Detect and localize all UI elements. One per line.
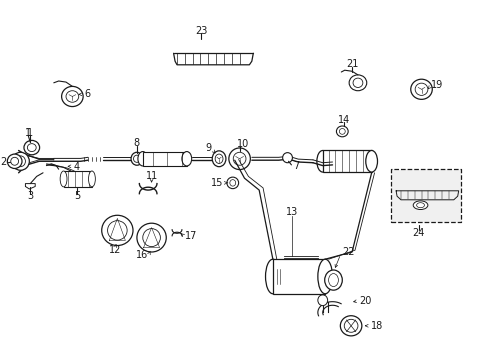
Bar <box>272 259 325 294</box>
Text: 13: 13 <box>285 207 298 217</box>
Text: 19: 19 <box>430 80 443 90</box>
Ellipse shape <box>228 148 250 170</box>
Ellipse shape <box>133 155 140 162</box>
Ellipse shape <box>16 156 25 167</box>
Ellipse shape <box>317 259 332 294</box>
Ellipse shape <box>336 126 347 137</box>
Ellipse shape <box>12 152 29 170</box>
Bar <box>390 169 460 222</box>
Bar <box>142 152 186 166</box>
Text: 16: 16 <box>136 250 148 260</box>
Ellipse shape <box>317 295 327 306</box>
Ellipse shape <box>282 153 292 163</box>
Bar <box>322 150 371 172</box>
Text: 11: 11 <box>145 171 158 181</box>
Text: 3: 3 <box>27 191 33 201</box>
Text: 9: 9 <box>204 143 211 153</box>
Text: 18: 18 <box>370 321 382 331</box>
Ellipse shape <box>88 171 95 187</box>
Ellipse shape <box>27 144 36 152</box>
Text: 10: 10 <box>237 139 249 149</box>
Ellipse shape <box>412 201 427 210</box>
Ellipse shape <box>324 270 342 290</box>
Bar <box>63 171 92 187</box>
Ellipse shape <box>340 316 361 336</box>
Ellipse shape <box>229 180 235 186</box>
Ellipse shape <box>138 152 147 166</box>
Ellipse shape <box>328 274 338 287</box>
Ellipse shape <box>212 151 225 167</box>
Ellipse shape <box>265 259 280 294</box>
Text: 2: 2 <box>0 157 7 167</box>
Text: 6: 6 <box>84 89 90 99</box>
Text: 20: 20 <box>359 296 371 306</box>
Ellipse shape <box>365 150 377 172</box>
Text: 21: 21 <box>345 59 358 69</box>
Ellipse shape <box>61 86 83 107</box>
Ellipse shape <box>316 150 328 172</box>
Text: 22: 22 <box>342 247 354 257</box>
Text: 14: 14 <box>337 115 350 125</box>
Ellipse shape <box>233 152 245 165</box>
Text: 8: 8 <box>134 138 140 148</box>
Ellipse shape <box>137 223 166 252</box>
Text: 24: 24 <box>411 228 424 238</box>
Text: 7: 7 <box>293 161 299 171</box>
Ellipse shape <box>182 152 191 166</box>
Text: 23: 23 <box>195 26 207 36</box>
Text: 4: 4 <box>73 162 80 172</box>
Text: 15: 15 <box>210 178 223 188</box>
Ellipse shape <box>414 83 427 95</box>
Ellipse shape <box>215 154 223 163</box>
Ellipse shape <box>352 78 362 87</box>
Text: 12: 12 <box>108 245 121 255</box>
Ellipse shape <box>348 75 366 91</box>
Ellipse shape <box>142 229 160 247</box>
Ellipse shape <box>24 140 40 155</box>
Text: 1: 1 <box>27 128 33 138</box>
Ellipse shape <box>410 79 431 99</box>
Text: 17: 17 <box>184 231 197 241</box>
Ellipse shape <box>60 171 67 187</box>
Ellipse shape <box>107 221 127 240</box>
Ellipse shape <box>102 215 133 246</box>
Ellipse shape <box>344 319 357 332</box>
Text: 1: 1 <box>25 128 31 138</box>
Ellipse shape <box>226 177 238 189</box>
Ellipse shape <box>11 157 19 165</box>
Ellipse shape <box>131 152 142 165</box>
Ellipse shape <box>66 91 79 102</box>
Text: 5: 5 <box>74 191 80 201</box>
Ellipse shape <box>416 203 424 208</box>
Ellipse shape <box>7 154 22 168</box>
Ellipse shape <box>339 129 345 134</box>
